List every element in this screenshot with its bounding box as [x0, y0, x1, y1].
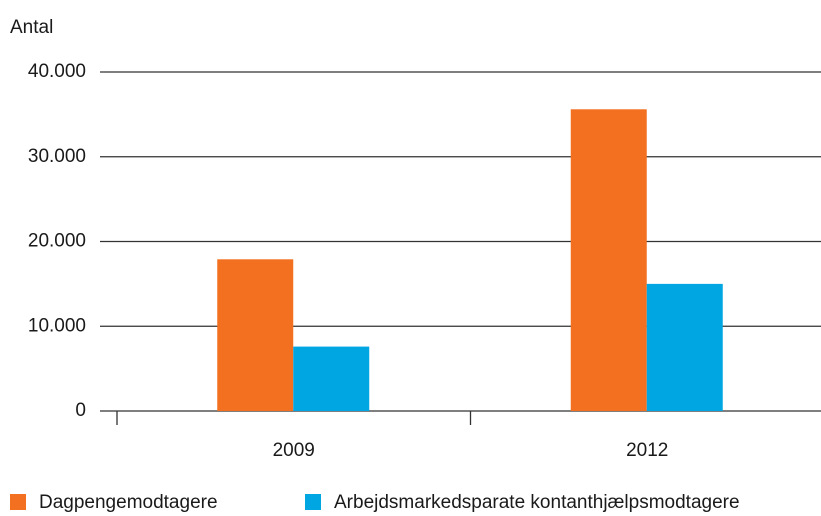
- legend-swatch: [10, 494, 26, 510]
- y-tick-label: 0: [75, 400, 86, 421]
- bar: [570, 109, 647, 411]
- y-tick-label: 10.000: [28, 315, 86, 336]
- x-tick-label: 2009: [273, 440, 315, 461]
- y-axis-label: Antal: [10, 17, 53, 38]
- legend-label: Dagpengemodtagere: [39, 492, 218, 513]
- legend-label: Arbejdsmarkedsparate kontanthjælpsmodtag…: [334, 492, 740, 513]
- legend-swatch: [305, 494, 321, 510]
- y-tick-label: 20.000: [28, 231, 86, 252]
- bar: [293, 346, 370, 411]
- y-tick-label: 30.000: [28, 146, 86, 167]
- bar: [217, 259, 294, 411]
- y-tick-label: 40.000: [28, 61, 86, 82]
- bar: [646, 283, 723, 411]
- x-tick-label: 2012: [626, 440, 668, 461]
